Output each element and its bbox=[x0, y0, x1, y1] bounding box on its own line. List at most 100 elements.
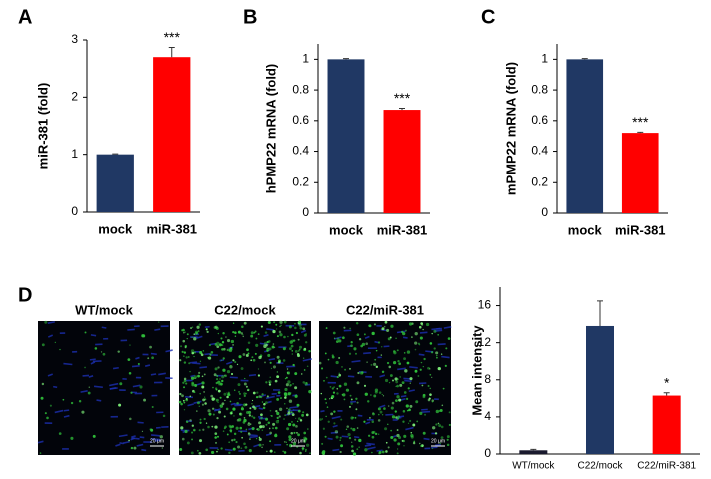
signal bbox=[429, 393, 432, 396]
signal bbox=[213, 373, 217, 377]
nucleus bbox=[364, 444, 372, 447]
signal bbox=[421, 384, 424, 387]
signal bbox=[381, 413, 384, 416]
signal bbox=[407, 387, 410, 390]
signal bbox=[278, 360, 281, 364]
bar bbox=[621, 133, 659, 213]
nucleus bbox=[409, 366, 418, 369]
signal bbox=[183, 377, 187, 381]
signal bbox=[305, 341, 308, 344]
signal bbox=[190, 376, 195, 380]
nucleus bbox=[332, 448, 340, 452]
error-bar bbox=[637, 131, 644, 134]
bar bbox=[96, 154, 134, 212]
signal bbox=[127, 358, 131, 362]
signal bbox=[189, 395, 192, 398]
signal bbox=[324, 435, 327, 438]
signal bbox=[222, 357, 225, 360]
signal bbox=[446, 435, 450, 439]
signal bbox=[293, 431, 296, 434]
signal bbox=[272, 343, 275, 345]
signal bbox=[271, 345, 275, 349]
signal bbox=[287, 335, 289, 338]
signal bbox=[192, 428, 196, 432]
signal bbox=[161, 447, 163, 449]
signal bbox=[70, 401, 74, 405]
signal bbox=[218, 383, 221, 386]
bar bbox=[652, 395, 681, 454]
signal bbox=[211, 397, 215, 401]
signal bbox=[307, 428, 309, 430]
signal bbox=[444, 364, 447, 367]
signal bbox=[212, 407, 215, 410]
signal bbox=[221, 359, 223, 361]
signal bbox=[388, 365, 392, 369]
signal bbox=[336, 387, 339, 390]
signal bbox=[356, 427, 359, 429]
signal bbox=[445, 347, 448, 350]
signal bbox=[202, 428, 205, 431]
error-bar bbox=[581, 58, 588, 60]
signal bbox=[372, 412, 374, 414]
signal bbox=[219, 404, 221, 406]
signal bbox=[303, 333, 307, 337]
nucleus bbox=[364, 335, 370, 339]
signal bbox=[431, 332, 433, 335]
signal bbox=[257, 368, 260, 370]
nucleus bbox=[131, 437, 140, 440]
signal bbox=[419, 411, 423, 416]
signal bbox=[92, 434, 96, 438]
y-axis-label: hPMP22 mRNA (fold) bbox=[263, 64, 278, 194]
signal bbox=[255, 437, 258, 440]
signal bbox=[417, 342, 420, 345]
x-tick-label: mock bbox=[329, 222, 364, 237]
x-tick-label: mock bbox=[568, 222, 603, 237]
signal bbox=[419, 368, 422, 371]
nucleus bbox=[268, 358, 276, 361]
signal bbox=[278, 407, 283, 411]
signal bbox=[215, 388, 218, 391]
signal bbox=[290, 431, 294, 435]
signal bbox=[422, 431, 426, 435]
signal bbox=[324, 398, 327, 401]
signal bbox=[291, 353, 294, 355]
signal bbox=[239, 397, 241, 400]
signal bbox=[414, 369, 418, 373]
signal bbox=[243, 392, 246, 396]
signal bbox=[397, 415, 401, 418]
panel-label: A bbox=[18, 6, 32, 28]
signal bbox=[294, 372, 298, 376]
signal bbox=[44, 412, 47, 415]
signal bbox=[429, 387, 432, 390]
signal bbox=[269, 431, 273, 435]
signal bbox=[200, 353, 204, 357]
signal bbox=[292, 383, 294, 385]
signal bbox=[243, 417, 246, 419]
signal bbox=[357, 371, 360, 375]
nucleus bbox=[430, 446, 438, 449]
signal bbox=[54, 341, 56, 344]
signal bbox=[258, 436, 261, 439]
signal bbox=[215, 381, 218, 385]
signal bbox=[216, 375, 219, 377]
signal bbox=[277, 391, 281, 394]
signal bbox=[339, 436, 342, 439]
signal bbox=[259, 395, 263, 399]
signal bbox=[290, 344, 294, 348]
signal bbox=[440, 353, 443, 355]
signal bbox=[302, 411, 305, 414]
signal bbox=[46, 416, 49, 420]
signal bbox=[298, 323, 302, 327]
nucleus bbox=[248, 373, 257, 377]
signal bbox=[210, 394, 214, 398]
x-tick-label: miR-381 bbox=[146, 221, 197, 236]
signal bbox=[423, 357, 426, 361]
nucleus bbox=[404, 379, 412, 383]
signal bbox=[351, 441, 353, 443]
signal bbox=[269, 361, 272, 364]
signal bbox=[409, 382, 411, 384]
nucleus bbox=[158, 372, 166, 376]
signal bbox=[353, 347, 357, 351]
signal bbox=[340, 444, 344, 448]
signal bbox=[338, 373, 342, 377]
